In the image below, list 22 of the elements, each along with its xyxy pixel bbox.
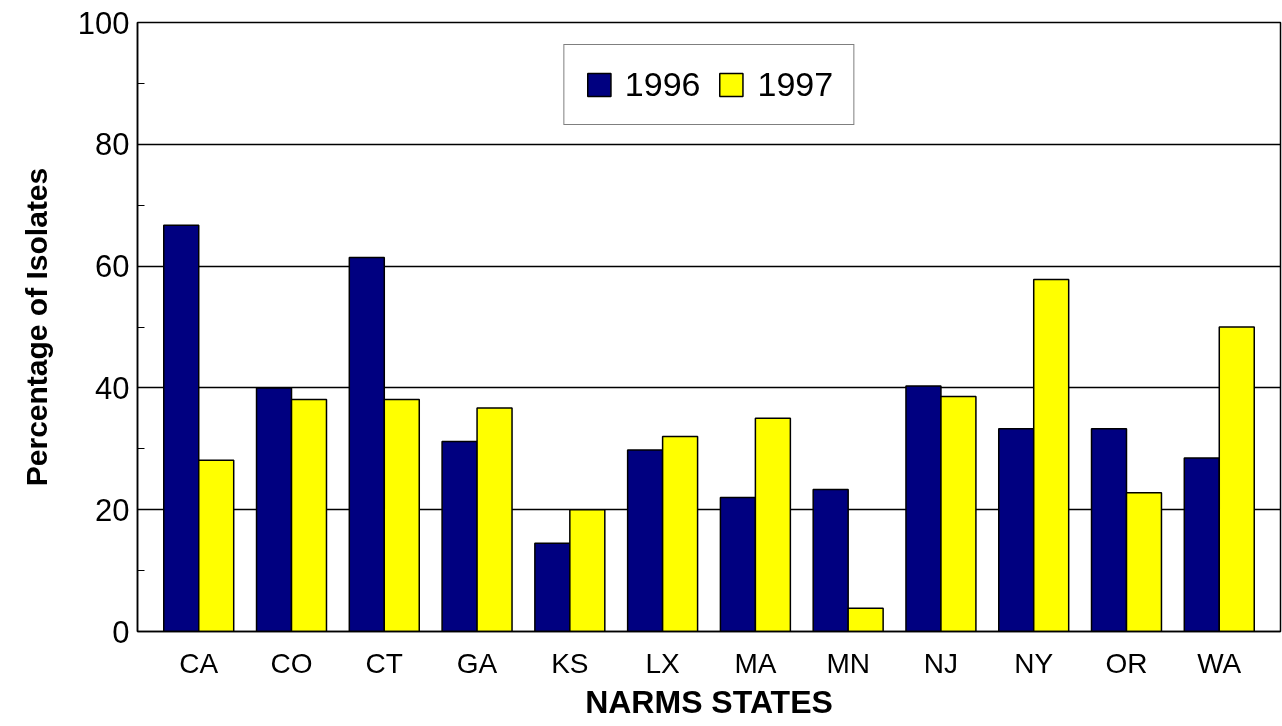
y-tick-label: 20 — [95, 492, 130, 528]
x-tick-label: CO — [270, 647, 313, 679]
y-tick-label: 100 — [77, 5, 130, 41]
y-tick-label: 60 — [95, 249, 130, 285]
y-tick-label: 0 — [112, 614, 130, 650]
legend-label: 1996 — [624, 65, 701, 104]
x-tick-label: OR — [1105, 647, 1148, 679]
x-tick-label: NY — [1014, 647, 1054, 679]
y-tick-label: 80 — [95, 127, 130, 163]
x-tick-label: CT — [365, 647, 403, 679]
x-tick-label: CA — [179, 647, 219, 679]
y-tick-label: 40 — [95, 370, 130, 406]
legend-label: 1997 — [757, 65, 834, 104]
x-tick-label: KS — [551, 647, 589, 679]
x-tick-label: GA — [456, 647, 498, 679]
x-tick-label: WA — [1197, 647, 1242, 679]
x-tick-label: MN — [826, 647, 870, 679]
x-tick-label: NJ — [923, 647, 959, 679]
y-axis-title: Percentage of Isolates — [19, 167, 53, 487]
x-axis-title: NARMS STATES — [585, 683, 833, 720]
x-tick-label: MA — [734, 647, 777, 679]
x-tick-label: LX — [645, 647, 681, 679]
